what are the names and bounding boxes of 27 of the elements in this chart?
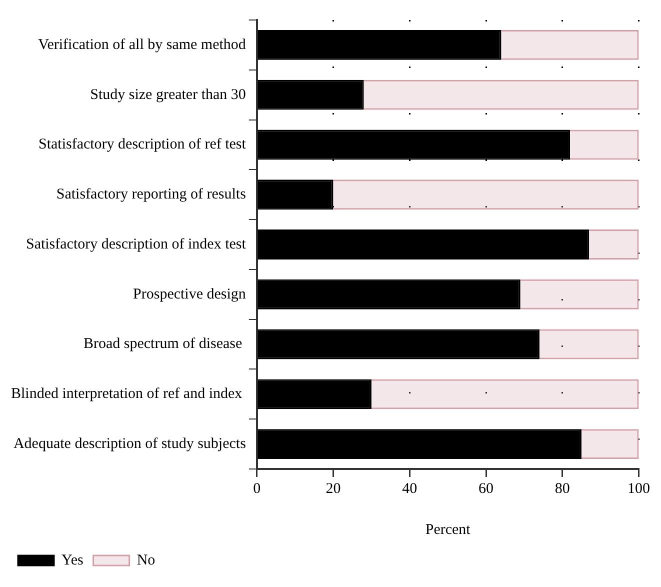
y-tick-label: Study size greater than 30 — [90, 86, 246, 103]
x-tick-label: 20 — [326, 480, 341, 497]
bar — [371, 379, 639, 410]
bar — [364, 80, 639, 110]
y-tick-label: Satisfactory description of index test — [26, 236, 247, 252]
bar — [539, 329, 639, 360]
x-tick-label: 100 — [628, 480, 650, 497]
y-tick-label: Verification of all by same method — [38, 36, 246, 53]
bar — [333, 180, 639, 210]
x-tick-label: 60 — [478, 480, 494, 497]
x-tick-label: 40 — [402, 480, 418, 497]
x-tick-label: 80 — [554, 480, 570, 497]
bar — [570, 130, 639, 160]
y-tick-label: Adequate description of study subjects — [13, 436, 246, 452]
bar — [520, 279, 639, 310]
x-tick-label: 0 — [253, 480, 261, 497]
y-tick-label: Prospective design — [133, 286, 246, 302]
bar — [501, 30, 639, 60]
legend-label: No — [136, 552, 156, 568]
legend-label: Yes — [62, 552, 84, 568]
y-tick-label: Statisfactory description of ref test — [38, 136, 247, 153]
y-tick-label: Blinded interpretation of ref and index — [10, 386, 246, 402]
bar — [589, 230, 639, 260]
y-tick-label: Satisfactory reporting of results — [56, 186, 246, 203]
y-tick-label: Broad spectrum of disease — [83, 336, 246, 352]
bar — [581, 429, 639, 460]
x-axis-title: Percent — [425, 522, 472, 538]
